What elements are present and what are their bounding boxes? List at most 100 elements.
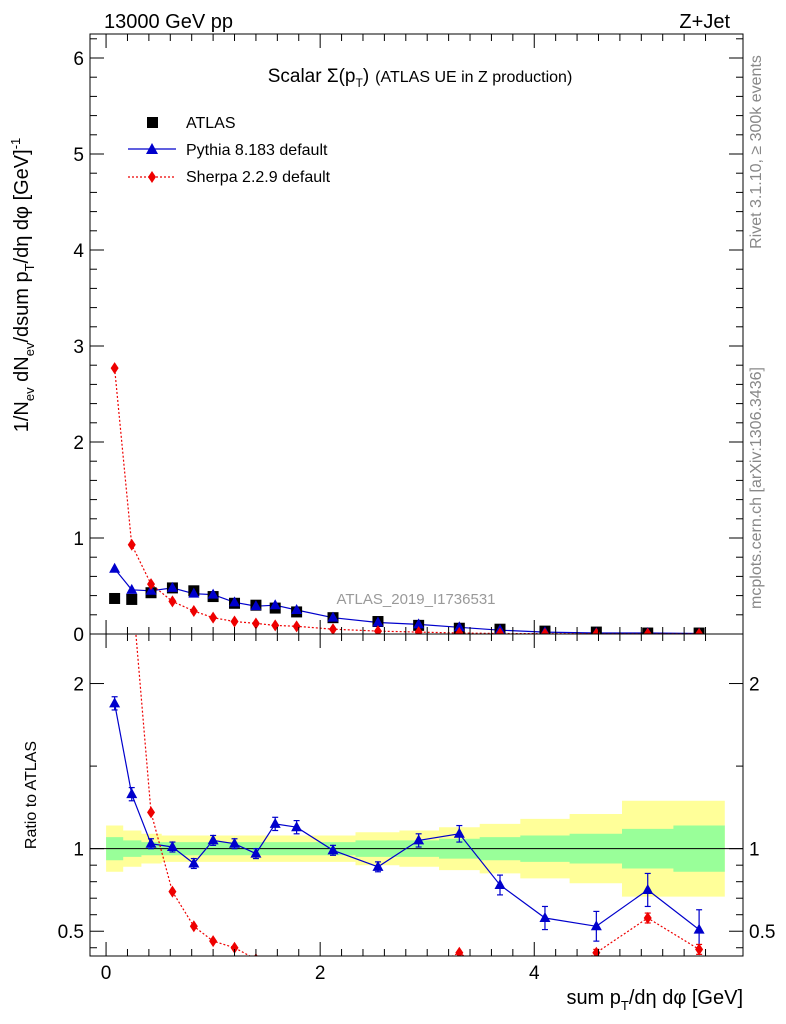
ratio-point-s0-3: [166, 841, 178, 852]
main-ytick-label-4: 4: [73, 241, 84, 262]
mcplots-label: mcplots.cern.ch [arXiv:1306.3436]: [748, 367, 765, 609]
ylabel-sub-2: ev: [22, 342, 37, 356]
ratio-point-s0-15: [539, 912, 551, 923]
ratio-ytick-label-r-2: 2: [749, 675, 760, 696]
ylabel-part-1: 1/N: [11, 401, 33, 432]
main-point-s2-17: [643, 627, 652, 634]
main-point-s2-10: [329, 623, 338, 634]
ratio-point-s0-1: [126, 788, 138, 799]
main-point-s1-0: [109, 562, 121, 573]
main-point-s2-0: [110, 362, 119, 375]
main-ylabel: 1/Nev dNev/dsum pT/dη dφ [GeV]-1: [8, 138, 37, 433]
main-point-s2-12: [414, 626, 423, 634]
ratio-point-s1-17: [643, 912, 652, 925]
ratio-point-s1-8: [271, 957, 279, 969]
main-point-s2-8: [271, 619, 280, 632]
x-tick-label-0: 0: [101, 963, 112, 984]
main-point-s1-7: [250, 600, 262, 611]
main-ytick-label-1: 1: [73, 529, 84, 550]
x-axis-label: sum pT/dη dφ [GeV]: [566, 987, 743, 1013]
legend-pythia-marker: [146, 143, 158, 154]
main-ytick-label-6: 6: [73, 49, 84, 70]
ratio-point-s0-4: [188, 857, 200, 868]
legend-atlas-marker: [147, 117, 158, 128]
main-ytick-label-5: 5: [73, 145, 84, 166]
main-point-s2-4: [189, 604, 198, 617]
ratio-point-s1-3: [168, 885, 177, 898]
main-point-s2-18: [695, 627, 704, 634]
process-label: Z+Jet: [679, 11, 730, 33]
ratio-point-s0-8: [269, 817, 281, 828]
main-point-s2-14: [495, 627, 504, 634]
ratio-plot-marks: [109, 634, 705, 995]
legend-sherpa-label: Sherpa 2.2.9 default: [186, 169, 331, 186]
ylabel-sup: -1: [8, 138, 23, 150]
main-point-s2-1: [127, 538, 136, 551]
ratio-point-s1-15: [541, 983, 549, 995]
title-rest: (ATLAS UE in Z production): [375, 69, 572, 86]
legend-sherpa-marker: [148, 171, 156, 183]
ratio-point-s0-17: [642, 883, 654, 894]
ratio-axes: 0.5 0.5 1 1 2 2 0 2 4: [58, 633, 775, 984]
ratio-point-s0-13: [453, 827, 465, 838]
main-axes: 0 1 2 3 4 5 6: [73, 33, 744, 646]
main-point-s1-11: [372, 616, 384, 627]
main-point-s1-9: [291, 604, 303, 614]
ratio-point-s1-10: [329, 963, 337, 975]
ratio-ytick-label-r-1: 1: [749, 840, 760, 861]
ratio-point-s1-12: [415, 967, 423, 979]
ratio-point-s1-11: [374, 965, 382, 977]
title-scalar: Scalar: [268, 66, 327, 87]
main-ytick-label-3: 3: [73, 337, 84, 358]
ylabel-part-2: dN: [11, 356, 33, 387]
ratio-point-s1-9: [293, 960, 301, 972]
ratio-ytick-label-l-1: 1: [73, 840, 84, 861]
ratio-point-s0-5: [207, 834, 219, 845]
ylabel-part-4: /dη dφ [GeV]: [11, 149, 33, 263]
ratio-point-s1-13: [455, 946, 464, 956]
ratio-ylabel: Ratio to ATLAS: [23, 741, 40, 849]
xlabel-part-2: /dη dφ [GeV]: [629, 987, 743, 1009]
ratio-point-s0-18: [693, 923, 705, 934]
main-point-s2-11: [373, 625, 382, 634]
ratio-point-s0-2: [145, 837, 157, 848]
ratio-ytick-label-r-0: 0.5: [749, 922, 775, 943]
ratio-clipped-marks: [109, 634, 705, 995]
rivet-label: Rivet 3.1.10, ≥ 300k events: [748, 55, 765, 249]
x-tick-label-1: 2: [315, 963, 326, 984]
main-point-s1-10: [327, 611, 339, 622]
ratio-point-s0-12: [413, 834, 425, 845]
ratio-bands: [90, 800, 743, 897]
ratio-point-s1-4: [189, 920, 198, 933]
ratio-point-s1-2: [147, 806, 156, 819]
legend: ATLAS Pythia 8.183 default Sherpa 2.2.9 …: [128, 115, 331, 186]
ylabel-sub-1: ev: [22, 387, 37, 401]
main-ytick-label-0: 0: [73, 625, 84, 646]
main-point-s0-0: [109, 592, 121, 604]
main-point-s2-5: [209, 611, 218, 624]
main-point-s2-3: [168, 595, 177, 608]
main-point-s1-12: [413, 618, 425, 629]
analysis-watermark: ATLAS_2019_I1736531: [336, 591, 495, 608]
ratio-ytick-label-l-2: 2: [73, 675, 84, 696]
ylabel-sub-3: T: [22, 263, 37, 271]
main-point-s2-2: [147, 578, 156, 591]
ratio-point-s1-16: [592, 946, 601, 956]
main-point-s2-7: [251, 617, 260, 630]
main-point-s1-5: [207, 588, 219, 599]
legend-atlas-label: ATLAS: [186, 115, 236, 132]
ratio-point-s0-7: [250, 847, 262, 858]
main-ytick-label-2: 2: [73, 433, 84, 454]
ratio-point-s0-16: [590, 920, 602, 931]
xlabel-sub: T: [621, 998, 629, 1013]
main-point-s2-13: [455, 627, 464, 634]
main-point-s1-1: [126, 583, 138, 594]
ratio-point-s0-10: [327, 844, 339, 855]
ratio-point-s0-6: [229, 837, 241, 848]
title-sub: T: [356, 76, 364, 90]
main-point-s2-15: [540, 627, 549, 634]
ratio-point-s1-14: [496, 975, 504, 987]
ratio-point-s0-11: [372, 860, 384, 871]
main-point-s2-6: [230, 615, 239, 628]
title-close: ): [363, 66, 369, 87]
